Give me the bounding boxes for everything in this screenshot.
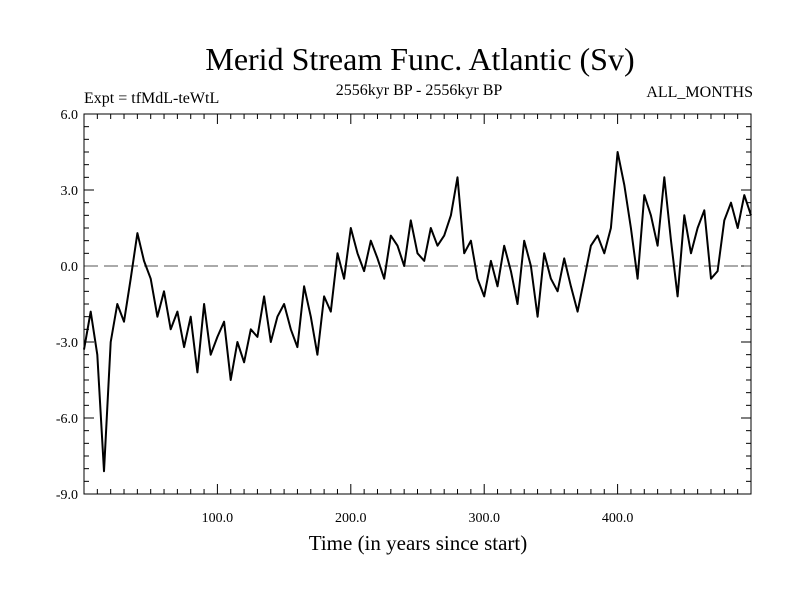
chart-subtitle-center: 2556kyr BP - 2556kyr BP [336,82,503,99]
y-tick-label: -3.0 [56,336,78,351]
series-line [83,151,752,473]
data-series [83,151,752,473]
y-tick-label: 3.0 [61,184,79,199]
x-tick-label: 400.0 [602,511,634,526]
chart-title: Merid Stream Func. Atlantic (Sv) [205,41,634,77]
chart-subtitle-right: ALL_MONTHS [646,84,753,101]
chart-subtitle-left: Expt = tfMdL-teWtL [84,90,219,107]
y-tick-label: -9.0 [56,488,78,503]
x-axis-label: Time (in years since start) [309,531,528,555]
x-tick-label: 100.0 [202,511,234,526]
y-tick-label: 0.0 [61,260,79,275]
y-tick-label: -6.0 [56,412,78,427]
y-tick-label: 6.0 [61,108,79,123]
axes: 6.0 3.0 0.0 -3.0 -6.0 -9.0 100.0 200.0 300.0 400.… [56,108,751,526]
x-tick-label: 300.0 [468,511,500,526]
x-tick-label: 200.0 [335,511,367,526]
plot-frame [83,113,752,495]
